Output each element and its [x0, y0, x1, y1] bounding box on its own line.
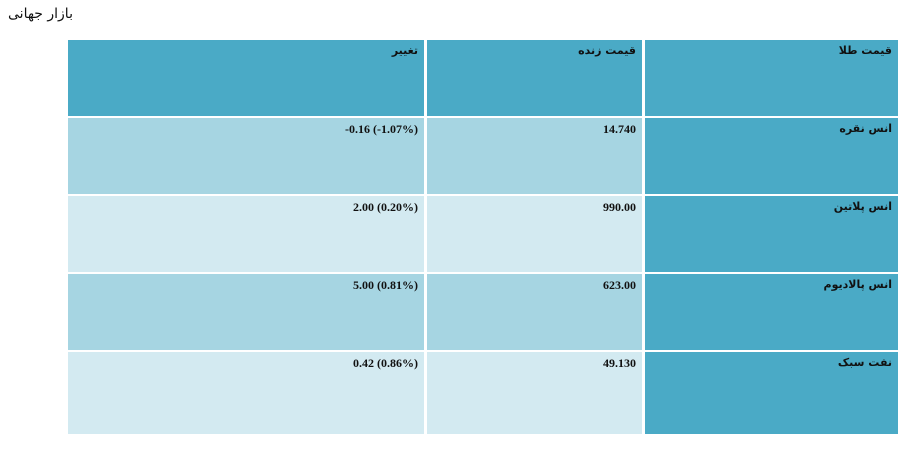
- row-change-palladium: 5.00 (0.81%): [68, 274, 424, 350]
- market-table: قیمت طلا قیمت زنده تغییر انس نقره 14.740…: [68, 40, 898, 434]
- row-price-silver: 14.740: [427, 118, 642, 194]
- header-change: تغییر: [68, 40, 424, 116]
- row-change-platinum: 2.00 (0.20%): [68, 196, 424, 272]
- row-change-light-oil: 0.42 (0.86%): [68, 352, 424, 434]
- row-name-palladium: انس پالادیوم: [645, 274, 898, 350]
- row-price-platinum: 990.00: [427, 196, 642, 272]
- row-name-silver: انس نقره: [645, 118, 898, 194]
- row-price-palladium: 623.00: [427, 274, 642, 350]
- row-price-light-oil: 49.130: [427, 352, 642, 434]
- header-gold-price: قیمت طلا: [645, 40, 898, 116]
- row-change-silver: -0.16 (-1.07%): [68, 118, 424, 194]
- page-title: بازار جهانی: [8, 6, 73, 22]
- row-name-light-oil: نفت سبک: [645, 352, 898, 434]
- header-live-price: قیمت زنده: [427, 40, 642, 116]
- row-name-platinum: انس پلاتین: [645, 196, 898, 272]
